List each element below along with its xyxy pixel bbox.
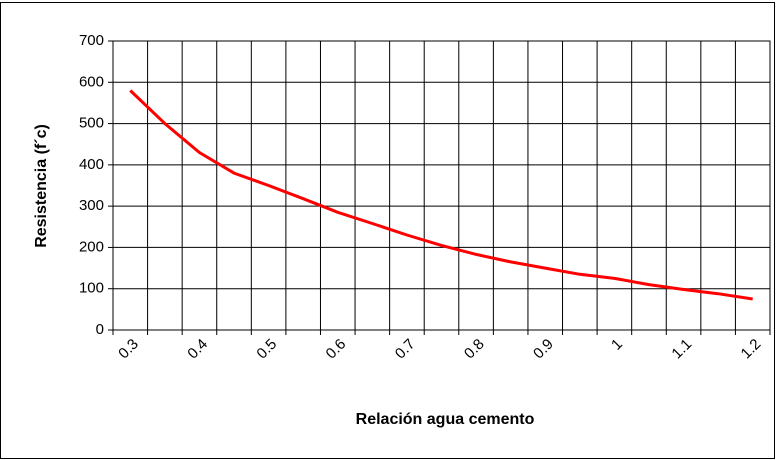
y-tick-label: 500 bbox=[79, 115, 104, 132]
plot-area bbox=[113, 41, 770, 330]
y-tick-label: 600 bbox=[79, 73, 104, 90]
x-axis-title: Relación agua cemento bbox=[356, 411, 535, 428]
y-tick-label: 700 bbox=[79, 32, 104, 49]
y-axis-title: Resistencia (f´c) bbox=[33, 124, 50, 248]
y-tick-label: 100 bbox=[79, 280, 104, 297]
data-line bbox=[129, 89, 753, 301]
y-tick-label: 200 bbox=[79, 238, 104, 255]
y-tick-label: 400 bbox=[79, 156, 104, 173]
plot-border bbox=[112, 40, 771, 331]
y-tick-label: 0 bbox=[96, 321, 104, 338]
y-tick-label: 300 bbox=[79, 197, 104, 214]
